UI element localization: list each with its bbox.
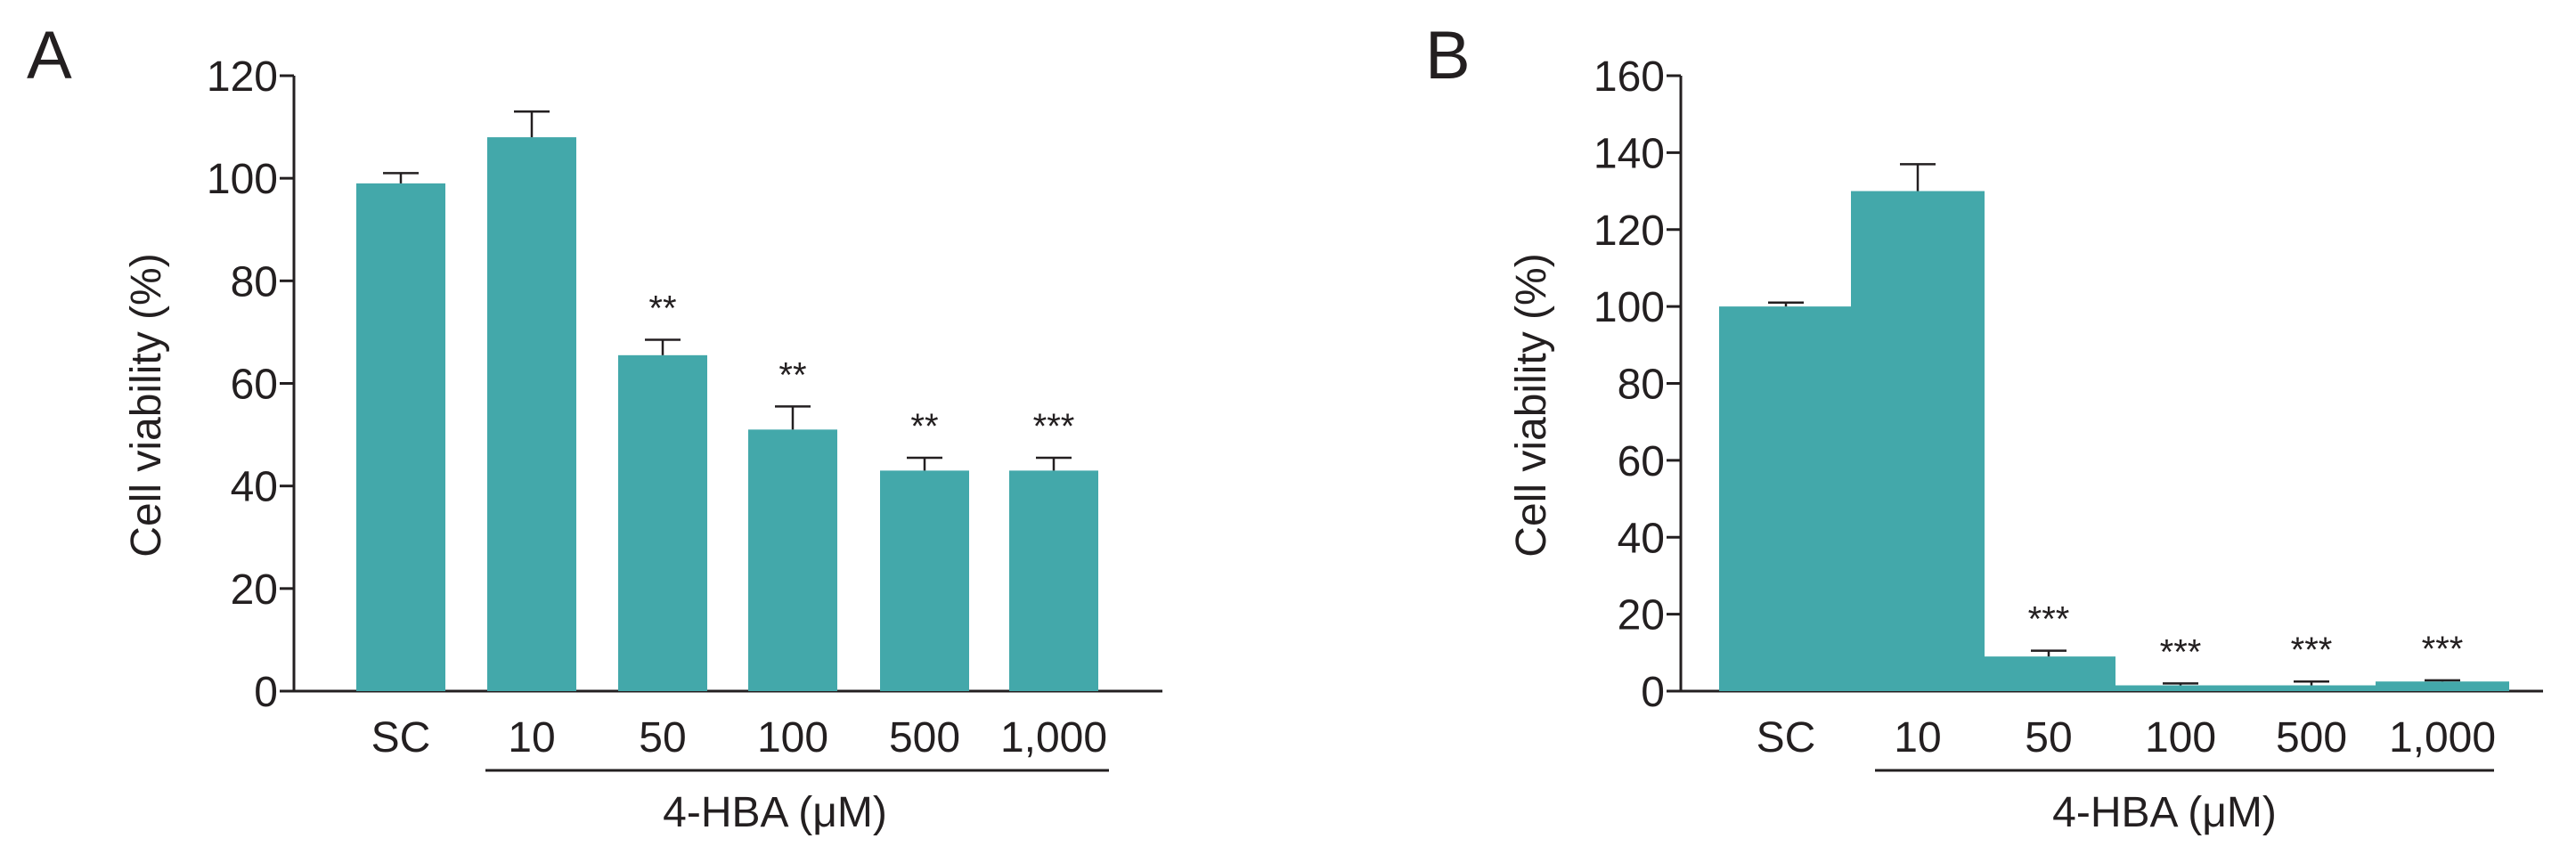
y-ticks-b: 0 20 40 60 80 100 120 140 160 — [1594, 53, 1681, 716]
x-tick-label-b-2: 10 — [1894, 714, 1941, 761]
bar-a-3 — [618, 354, 707, 691]
y-tick-label-b: 20 — [1618, 592, 1665, 639]
x-tick-labels-a: SC 10 50 100 500 1,000 — [371, 714, 1107, 761]
x-tick-label-a-4: 100 — [757, 714, 828, 761]
x-tick-label-a-3: 50 — [639, 714, 686, 761]
panel-letter-a: A — [27, 18, 72, 94]
x-tick-label-a-1: SC — [371, 714, 431, 761]
y-tick-label-b: 160 — [1594, 53, 1665, 101]
significance-mark-a-6: *** — [1033, 407, 1075, 446]
y-tick-label-b: 0 — [1641, 669, 1665, 716]
y-tick-label-b: 60 — [1618, 438, 1665, 485]
y-ticks-a: 0 20 40 60 80 100 120 — [207, 53, 294, 716]
y-tick-label-b: 80 — [1618, 362, 1665, 409]
group-label-b: 4-HBA (μM) — [2052, 789, 2277, 836]
x-tick-label-b-5: 500 — [2276, 714, 2347, 761]
bar-a-2 — [487, 137, 576, 692]
bars-b: *** *** *** *** — [1719, 163, 2509, 691]
bar-b-2 — [1851, 191, 1985, 691]
y-tick-label-b: 140 — [1594, 130, 1665, 177]
y-tick-label-b: 100 — [1594, 284, 1665, 331]
significance-mark-a-3: ** — [648, 289, 676, 329]
bar-a-6 — [1009, 470, 1098, 691]
y-tick-label-a: 40 — [231, 464, 278, 511]
bar-b-5 — [2245, 685, 2378, 691]
bar-b-1 — [1719, 306, 1853, 691]
panel-a: A Cell viability (%) 4-HBA (μM) 0 20 40 60 8… — [27, 18, 1162, 836]
x-tick-label-b-4: 100 — [2145, 714, 2216, 761]
x-tick-label-b-3: 50 — [2025, 714, 2072, 761]
y-axis-title-b: Cell viability (%) — [1508, 253, 1555, 557]
significance-mark-b-4: *** — [2160, 632, 2202, 672]
significance-mark-a-5: ** — [910, 407, 938, 446]
y-tick-label-b: 120 — [1594, 208, 1665, 255]
x-tick-label-b-1: SC — [1757, 714, 1816, 761]
x-tick-labels-b: SC 10 50 100 500 1,000 — [1757, 714, 2496, 761]
bars-a: ****** *** — [356, 110, 1098, 692]
bar-a-5 — [880, 470, 969, 691]
y-axis-title-a: Cell viability (%) — [123, 253, 170, 557]
significance-mark-b-6: *** — [2422, 630, 2464, 669]
group-label-a: 4-HBA (μM) — [663, 789, 887, 836]
significance-mark-a-4: ** — [779, 355, 806, 395]
y-tick-label-a: 20 — [231, 566, 278, 614]
panel-b: B Cell viability (%) 4-HBA (μM) 0 20 40 60 8… — [1425, 18, 2543, 836]
bar-a-4 — [748, 429, 837, 691]
y-tick-label-a: 60 — [231, 362, 278, 409]
y-tick-label-a: 100 — [207, 156, 278, 203]
bar-b-4 — [2114, 685, 2247, 691]
panel-letter-b: B — [1425, 18, 1471, 94]
x-tick-label-a-6: 1,000 — [1000, 714, 1107, 761]
y-tick-label-a: 120 — [207, 53, 278, 101]
x-tick-label-a-5: 500 — [889, 714, 960, 761]
bar-b-6 — [2376, 681, 2509, 691]
significance-mark-b-5: *** — [2291, 631, 2333, 670]
y-tick-label-a: 80 — [231, 258, 278, 305]
bar-b-3 — [1982, 656, 2115, 691]
y-tick-label-b: 40 — [1618, 515, 1665, 562]
bar-a-1 — [356, 183, 445, 692]
x-tick-label-a-2: 10 — [508, 714, 555, 761]
x-tick-label-b-6: 1,000 — [2389, 714, 2496, 761]
significance-mark-b-3: *** — [2028, 600, 2070, 639]
y-tick-label-a: 0 — [254, 669, 278, 716]
